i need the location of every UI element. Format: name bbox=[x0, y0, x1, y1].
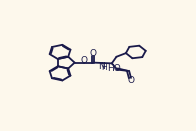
Text: HO: HO bbox=[107, 64, 120, 73]
Text: O: O bbox=[127, 76, 134, 85]
Text: O: O bbox=[80, 56, 87, 65]
Text: N: N bbox=[98, 62, 105, 70]
Text: H: H bbox=[101, 63, 107, 72]
Text: O: O bbox=[90, 49, 97, 58]
